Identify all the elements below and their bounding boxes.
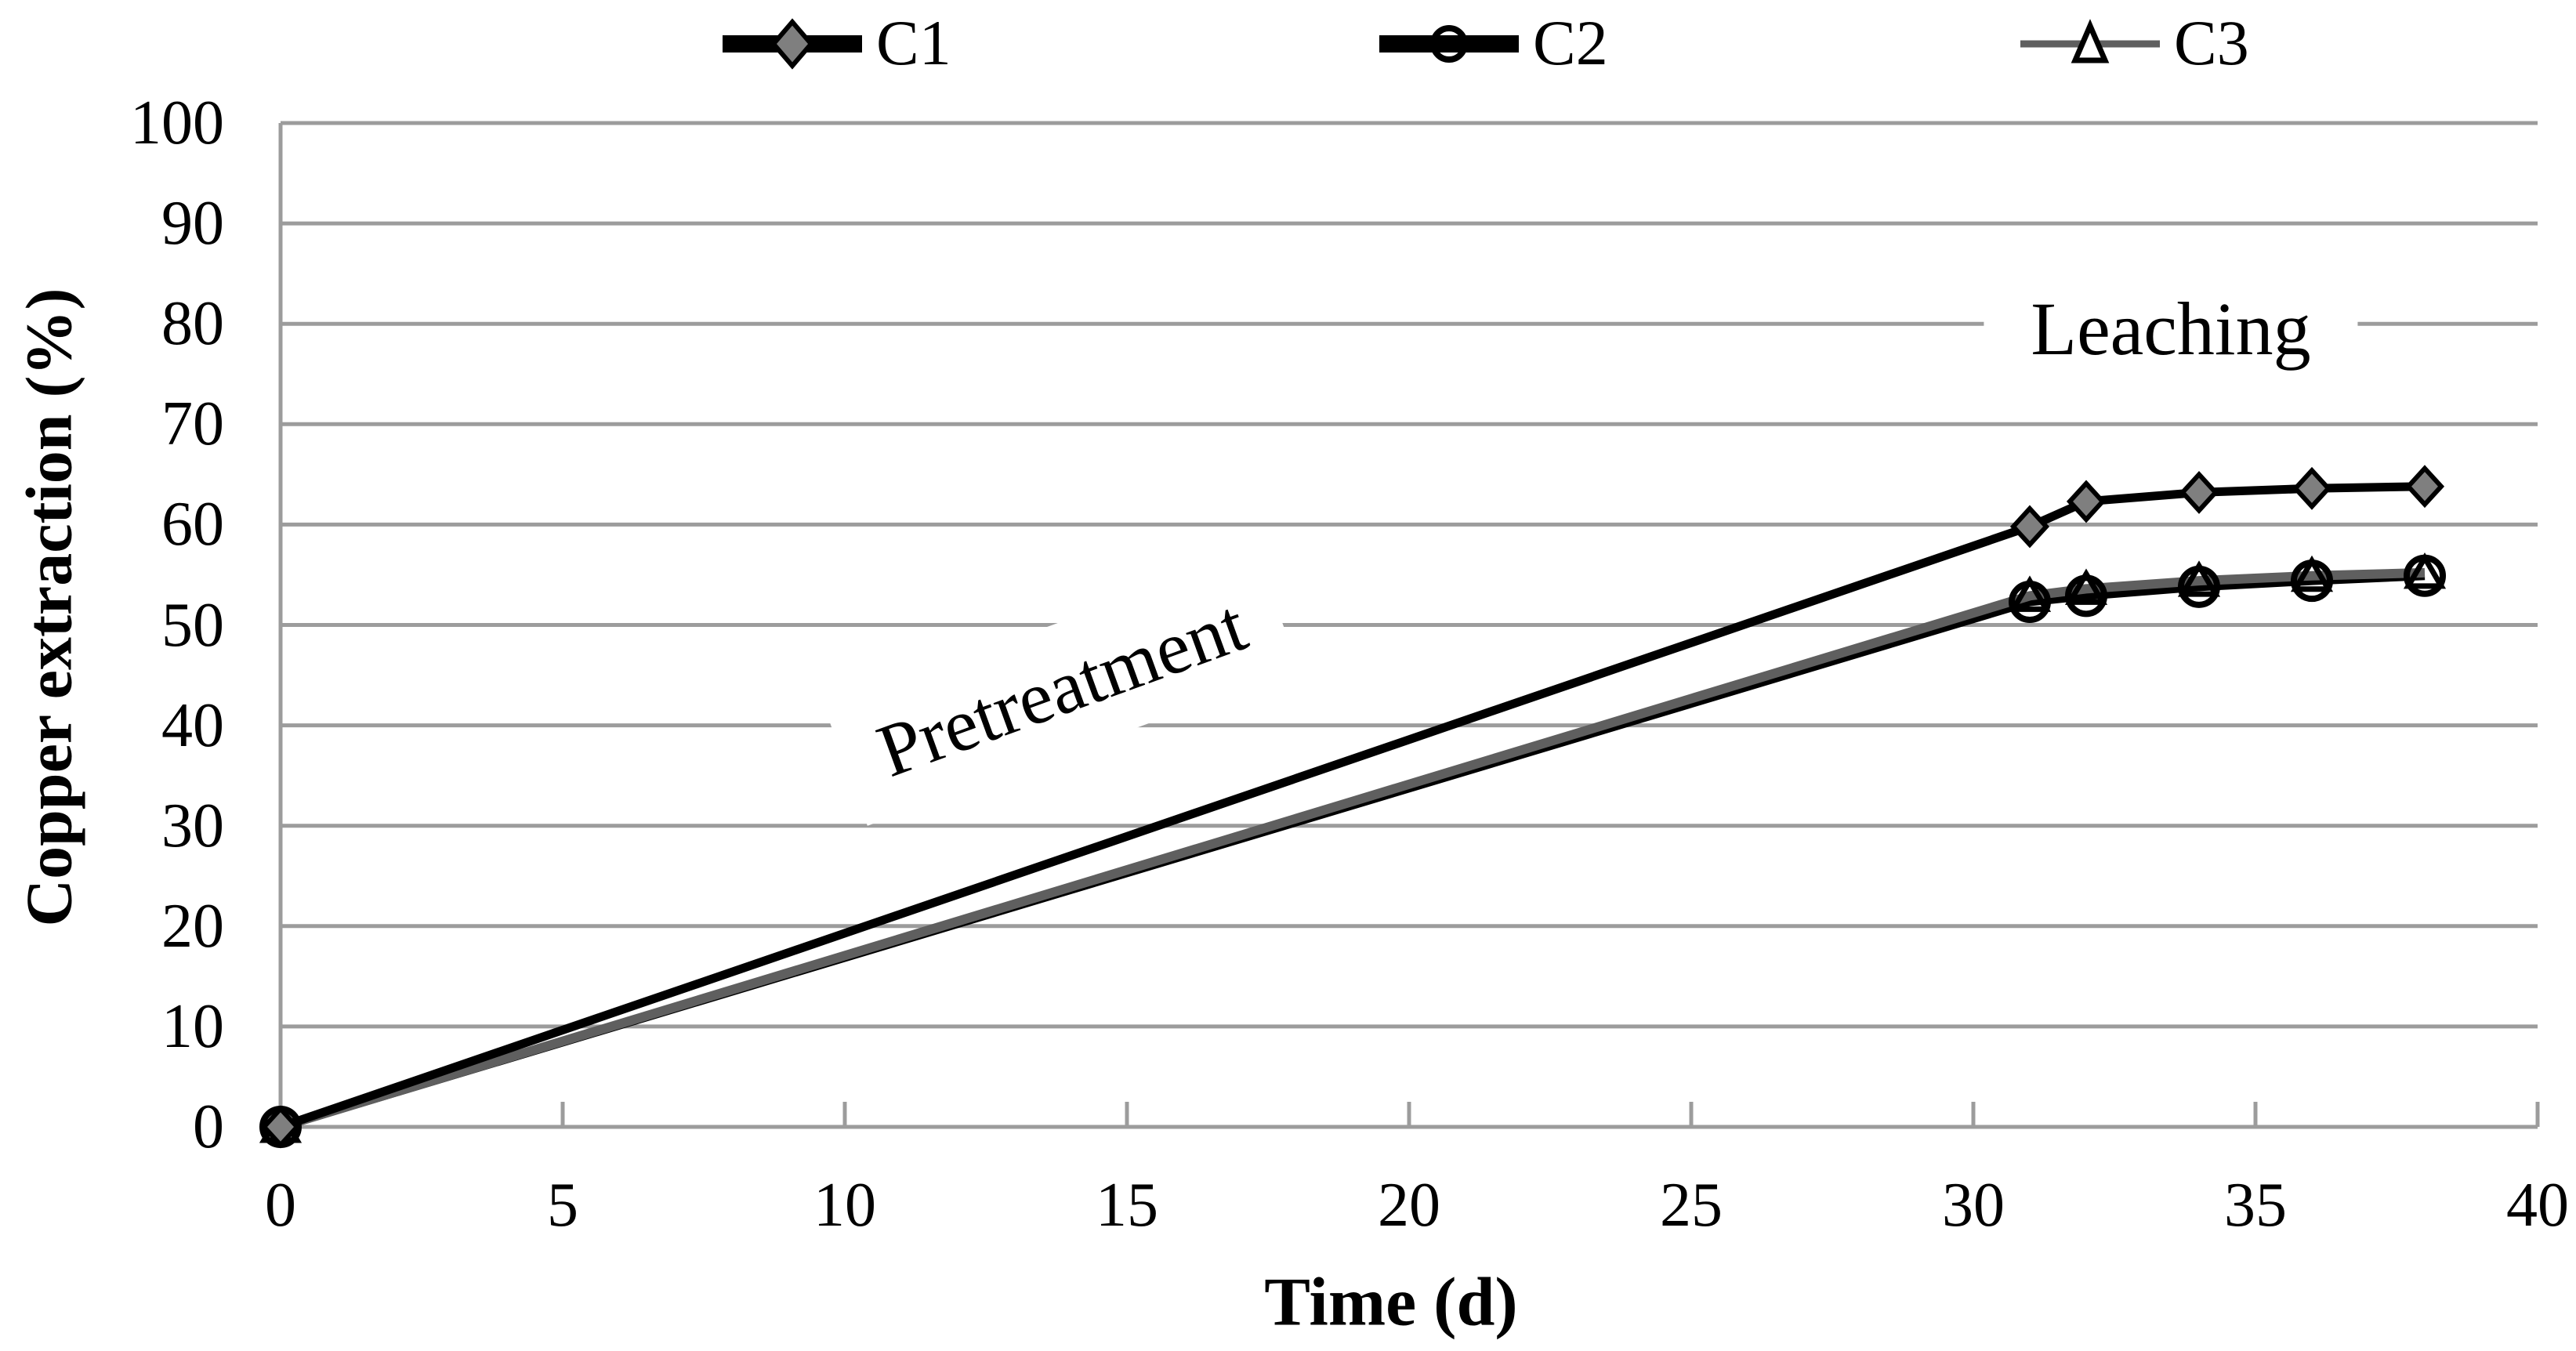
data-point-c1-0 — [260, 1105, 301, 1149]
x-tick-label-10: 10 — [813, 1171, 876, 1240]
x-tick-label-35: 35 — [2224, 1171, 2287, 1240]
y-tick-label-50: 50 — [161, 590, 224, 660]
annotation-leaching: Leaching — [1984, 276, 2358, 382]
data-point-c1-36 — [2292, 466, 2332, 510]
circle-marker-icon — [1430, 25, 1468, 63]
series-line-c3 — [279, 567, 2426, 1132]
y-tick-label-70: 70 — [161, 389, 224, 459]
x-tick-label-25: 25 — [1660, 1171, 1723, 1240]
annotation-pretreatment: Pretreatment — [824, 550, 1299, 826]
y-tick-label-90: 90 — [161, 189, 224, 259]
x-tick-label-5: 5 — [547, 1171, 578, 1240]
x-axis-title: Time (d) — [1264, 1264, 1518, 1341]
data-point-c3-36 — [2290, 555, 2334, 592]
data-point-c3-38 — [2403, 552, 2447, 589]
y-tick-label-10: 10 — [161, 991, 224, 1061]
y-tick-label-0: 0 — [193, 1092, 224, 1161]
legend-label-c3: C3 — [2174, 7, 2249, 78]
data-point-c2-31 — [2009, 581, 2051, 624]
data-point-c3-31 — [2008, 575, 2052, 612]
legend-label-c2: C2 — [1533, 7, 1608, 78]
data-point-c2-38 — [2404, 554, 2446, 597]
legend-item-c1: C1 — [719, 11, 951, 75]
y-tick-label-60: 60 — [161, 490, 224, 560]
data-point-c3-32 — [2064, 568, 2108, 605]
data-point-c2-32 — [2065, 574, 2107, 618]
series-line-c2 — [279, 571, 2426, 1132]
data-point-c2-34 — [2178, 565, 2220, 608]
diamond-marker-icon — [770, 18, 814, 70]
legend-label-c1: C1 — [876, 7, 951, 78]
legend-item-c2: C2 — [1376, 11, 1608, 75]
legend-sample-c2 — [1379, 25, 1519, 63]
legend-sample-c1 — [723, 18, 862, 70]
triangle-marker-icon — [2071, 19, 2110, 63]
data-point-c1-38 — [2404, 465, 2445, 509]
x-tick-label-40: 40 — [2506, 1171, 2569, 1240]
y-tick-label-100: 100 — [130, 89, 224, 158]
data-point-c1-34 — [2179, 470, 2219, 514]
data-point-c3-34 — [2177, 560, 2221, 597]
y-tick-label-20: 20 — [161, 891, 224, 961]
data-point-c2-0 — [259, 1106, 302, 1148]
y-tick-label-30: 30 — [161, 791, 224, 860]
series-line-c1 — [279, 482, 2426, 1132]
data-point-c1-32 — [2066, 480, 2107, 523]
y-tick-label-40: 40 — [161, 690, 224, 760]
x-tick-label-20: 20 — [1378, 1171, 1440, 1240]
y-tick-label-80: 80 — [161, 289, 224, 359]
data-point-c2-36 — [2291, 560, 2333, 603]
legend-sample-c3 — [2020, 19, 2160, 63]
x-tick-label-0: 0 — [265, 1171, 296, 1240]
data-point-c1-31 — [2009, 505, 2050, 549]
x-tick-label-30: 30 — [1942, 1171, 2005, 1240]
x-tick-label-15: 15 — [1096, 1171, 1158, 1240]
legend-item-c3: C3 — [2017, 11, 2249, 75]
data-point-c3-0 — [259, 1107, 303, 1143]
